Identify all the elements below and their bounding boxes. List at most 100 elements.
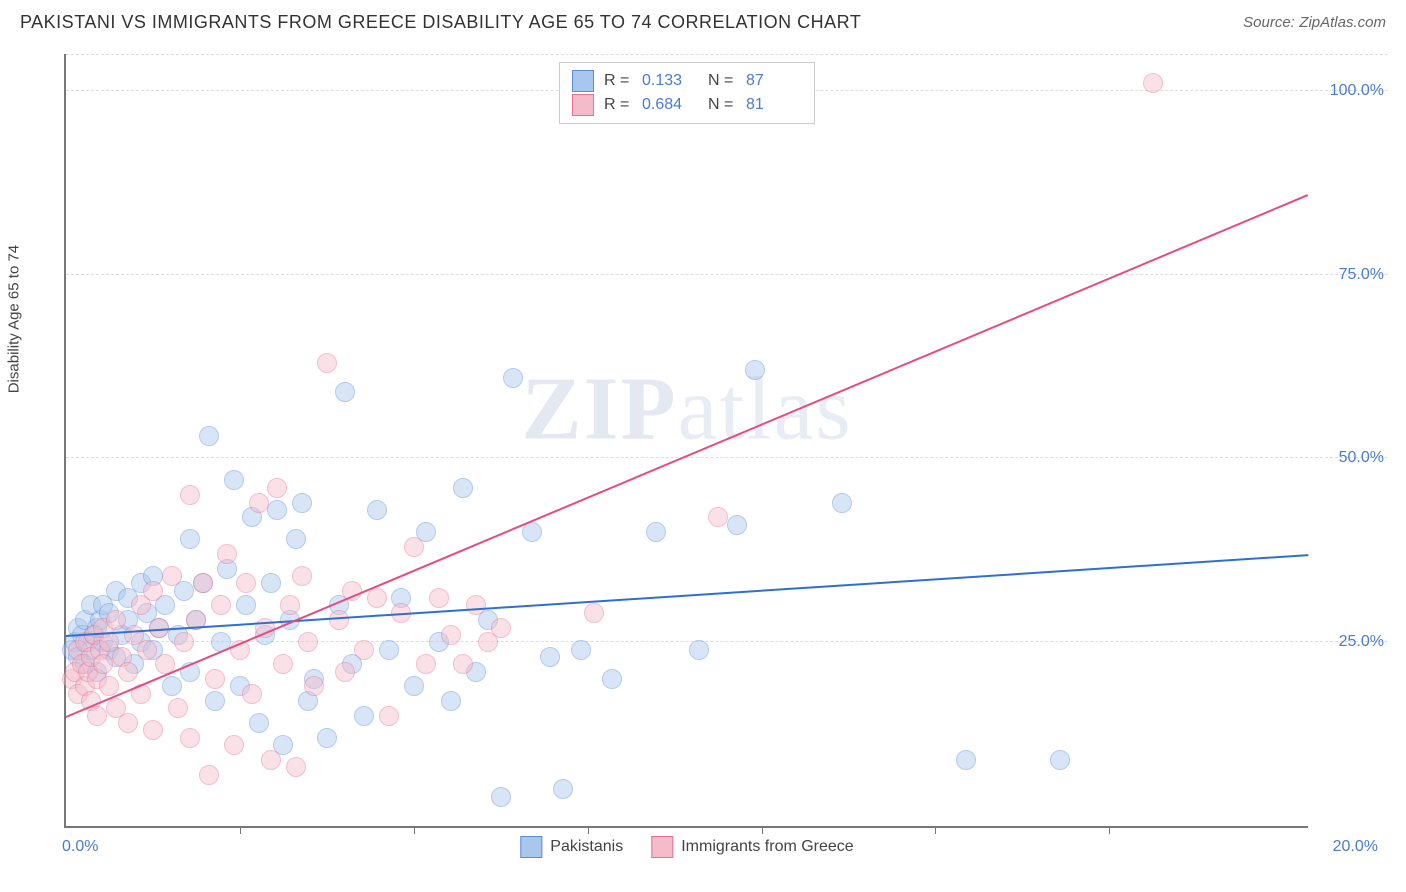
data-point bbox=[956, 750, 976, 770]
x-tick-mark bbox=[1109, 826, 1110, 834]
data-point bbox=[727, 515, 747, 535]
data-point bbox=[453, 478, 473, 498]
data-point bbox=[106, 610, 126, 630]
y-tick-label: 25.0% bbox=[1339, 633, 1384, 651]
data-point bbox=[236, 595, 256, 615]
data-point bbox=[416, 654, 436, 674]
data-point bbox=[708, 507, 728, 527]
data-point bbox=[168, 698, 188, 718]
legend-swatch-1 bbox=[520, 836, 542, 858]
data-point bbox=[224, 735, 244, 755]
data-point bbox=[298, 632, 318, 652]
data-point bbox=[267, 500, 287, 520]
n-value-1: 87 bbox=[746, 72, 802, 90]
data-point bbox=[1050, 750, 1070, 770]
data-point bbox=[180, 728, 200, 748]
watermark-light: atlas bbox=[678, 360, 853, 459]
data-point bbox=[335, 662, 355, 682]
data-point bbox=[236, 573, 256, 593]
data-point bbox=[211, 595, 231, 615]
data-point bbox=[379, 640, 399, 660]
data-point bbox=[553, 779, 573, 799]
data-point bbox=[317, 353, 337, 373]
x-tick-mark bbox=[935, 826, 936, 834]
data-point bbox=[199, 426, 219, 446]
data-point bbox=[174, 632, 194, 652]
data-point bbox=[205, 691, 225, 711]
legend-item-1: Pakistanis bbox=[520, 836, 623, 858]
r-label-1: R = bbox=[604, 72, 632, 90]
data-point bbox=[143, 720, 163, 740]
data-point bbox=[584, 603, 604, 623]
data-point bbox=[571, 640, 591, 660]
y-tick-label: 50.0% bbox=[1339, 449, 1384, 467]
data-point bbox=[205, 669, 225, 689]
r-value-2: 0.684 bbox=[642, 96, 698, 114]
n-label-2: N = bbox=[708, 96, 736, 114]
y-tick-label: 100.0% bbox=[1330, 82, 1384, 100]
regression-line bbox=[66, 554, 1308, 637]
x-tick-label: 20.0% bbox=[1333, 838, 1378, 856]
data-point bbox=[404, 537, 424, 557]
legend-swatch-2 bbox=[651, 836, 673, 858]
data-point bbox=[689, 640, 709, 660]
data-point bbox=[224, 470, 244, 490]
data-point bbox=[180, 529, 200, 549]
data-point bbox=[441, 625, 461, 645]
source: Source: ZipAtlas.com bbox=[1243, 14, 1386, 32]
data-point bbox=[273, 654, 293, 674]
data-point bbox=[286, 529, 306, 549]
data-point bbox=[267, 478, 287, 498]
swatch-series-1 bbox=[572, 70, 594, 92]
data-point bbox=[261, 573, 281, 593]
data-point bbox=[646, 522, 666, 542]
data-point bbox=[491, 787, 511, 807]
data-point bbox=[137, 640, 157, 660]
data-point bbox=[242, 684, 262, 704]
x-tick-mark bbox=[240, 826, 241, 834]
n-label-1: N = bbox=[708, 72, 736, 90]
data-point bbox=[379, 706, 399, 726]
data-point bbox=[118, 662, 138, 682]
data-point bbox=[329, 610, 349, 630]
data-point bbox=[286, 757, 306, 777]
regression-line bbox=[66, 194, 1309, 718]
data-point bbox=[335, 382, 355, 402]
data-point bbox=[441, 691, 461, 711]
data-point bbox=[292, 493, 312, 513]
stats-box: R = 0.133 N = 87 R = 0.684 N = 81 bbox=[559, 62, 815, 124]
x-tick-mark bbox=[762, 826, 763, 834]
gridline-h bbox=[66, 457, 1388, 458]
data-point bbox=[317, 728, 337, 748]
x-tick-mark bbox=[414, 826, 415, 834]
data-point bbox=[491, 618, 511, 638]
data-point bbox=[429, 588, 449, 608]
data-point bbox=[453, 654, 473, 674]
y-axis-label: Disability Age 65 to 74 bbox=[6, 245, 23, 393]
data-point bbox=[832, 493, 852, 513]
data-point bbox=[249, 713, 269, 733]
r-value-1: 0.133 bbox=[642, 72, 698, 90]
data-point bbox=[404, 676, 424, 696]
data-point bbox=[118, 713, 138, 733]
data-point bbox=[367, 500, 387, 520]
data-point bbox=[367, 588, 387, 608]
legend-label-2: Immigrants from Greece bbox=[681, 838, 853, 856]
y-tick-label: 75.0% bbox=[1339, 266, 1384, 284]
swatch-series-2 bbox=[572, 94, 594, 116]
data-point bbox=[466, 595, 486, 615]
data-point bbox=[87, 706, 107, 726]
gridline-h bbox=[66, 274, 1388, 275]
source-value: ZipAtlas.com bbox=[1299, 14, 1386, 31]
data-point bbox=[261, 750, 281, 770]
source-label: Source: bbox=[1243, 14, 1295, 31]
data-point bbox=[180, 485, 200, 505]
data-point bbox=[745, 360, 765, 380]
data-point bbox=[162, 676, 182, 696]
data-point bbox=[354, 706, 374, 726]
data-point bbox=[602, 669, 622, 689]
legend: Pakistanis Immigrants from Greece bbox=[520, 836, 853, 858]
x-tick-mark bbox=[588, 826, 589, 834]
data-point bbox=[143, 581, 163, 601]
data-point bbox=[93, 654, 113, 674]
